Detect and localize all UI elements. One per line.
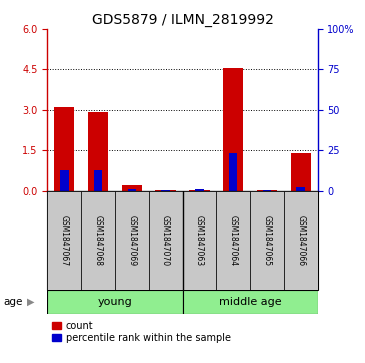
FancyBboxPatch shape: [250, 191, 284, 290]
Bar: [161, 190, 170, 191]
Text: GSM1847063: GSM1847063: [195, 215, 204, 266]
Bar: [223, 68, 243, 191]
Bar: [94, 170, 102, 191]
Text: GSM1847070: GSM1847070: [161, 215, 170, 266]
Bar: [257, 190, 277, 191]
Bar: [88, 113, 108, 191]
FancyBboxPatch shape: [149, 191, 182, 290]
Bar: [60, 170, 69, 191]
FancyBboxPatch shape: [115, 191, 149, 290]
Bar: [229, 154, 237, 191]
FancyBboxPatch shape: [182, 290, 318, 314]
Bar: [291, 153, 311, 191]
Title: GDS5879 / ILMN_2819992: GDS5879 / ILMN_2819992: [92, 13, 273, 26]
FancyBboxPatch shape: [216, 191, 250, 290]
FancyBboxPatch shape: [81, 191, 115, 290]
Text: GSM1847064: GSM1847064: [228, 215, 238, 266]
Text: GSM1847066: GSM1847066: [296, 215, 305, 266]
Bar: [54, 107, 74, 191]
Text: GSM1847067: GSM1847067: [60, 215, 69, 266]
Legend: count, percentile rank within the sample: count, percentile rank within the sample: [52, 321, 231, 343]
Text: GSM1847069: GSM1847069: [127, 215, 137, 266]
Bar: [155, 190, 176, 191]
FancyBboxPatch shape: [47, 290, 182, 314]
FancyBboxPatch shape: [47, 191, 81, 290]
Bar: [263, 190, 271, 191]
Text: age: age: [4, 297, 23, 307]
Bar: [195, 189, 204, 191]
Text: GSM1847065: GSM1847065: [262, 215, 272, 266]
Bar: [128, 189, 136, 191]
FancyBboxPatch shape: [284, 191, 318, 290]
Text: young: young: [97, 297, 132, 307]
FancyBboxPatch shape: [182, 191, 216, 290]
Text: middle age: middle age: [219, 297, 281, 307]
Bar: [296, 187, 305, 191]
Bar: [189, 190, 210, 191]
Text: GSM1847068: GSM1847068: [93, 215, 103, 266]
Text: ▶: ▶: [27, 297, 35, 307]
Bar: [122, 185, 142, 191]
